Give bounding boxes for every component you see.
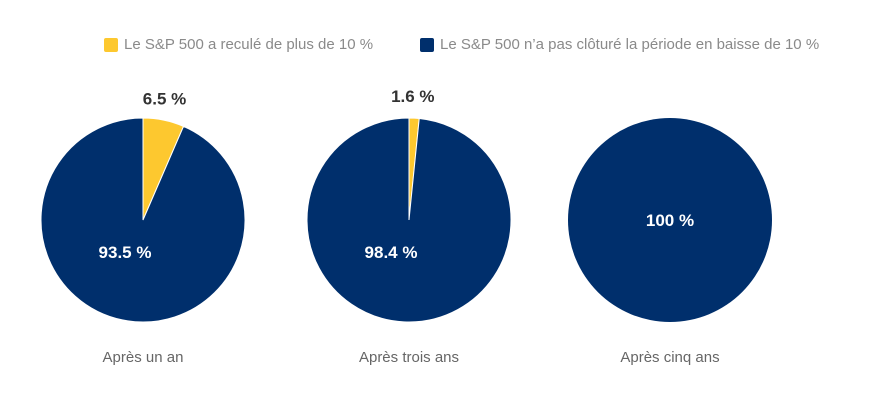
- slice-not-declined: [568, 118, 772, 322]
- slice-not-declined: [306, 117, 512, 323]
- legend-swatch-declined: [104, 37, 118, 52]
- legend: Le S&P 500 a reculé de plus de 10 % Le S…: [0, 36, 889, 58]
- pie-caption: Après trois ans: [359, 349, 459, 366]
- legend-swatch-not-declined: [420, 37, 434, 52]
- legend-label-declined: Le S&P 500 a reculé de plus de 10 %: [124, 36, 374, 53]
- data-label-declined: 6.5 %: [143, 89, 186, 108]
- pie-chart-2: 1.6 % 98.4 % Après trois ans: [306, 87, 512, 366]
- pie-chart-1: 6.5 % 93.5 % Après un an: [40, 89, 246, 366]
- legend-item-not-declined: Le S&P 500 n’a pas clôturé la période en…: [420, 36, 819, 53]
- pie-caption: Après cinq ans: [620, 349, 719, 366]
- legend-label-not-declined: Le S&P 500 n’a pas clôturé la période en…: [440, 36, 820, 53]
- data-label-not-declined: 98.4 %: [365, 243, 418, 262]
- pie-caption: Après un an: [103, 349, 184, 366]
- data-label-declined: 1.6 %: [391, 87, 434, 106]
- legend-item-declined: Le S&P 500 a reculé de plus de 10 %: [104, 36, 373, 53]
- data-label-not-declined: 93.5 %: [99, 243, 152, 262]
- data-label-not-declined: 100 %: [646, 211, 694, 230]
- pie-chart-3: 100 % Après cinq ans: [568, 118, 772, 366]
- slice-not-declined: [40, 117, 246, 323]
